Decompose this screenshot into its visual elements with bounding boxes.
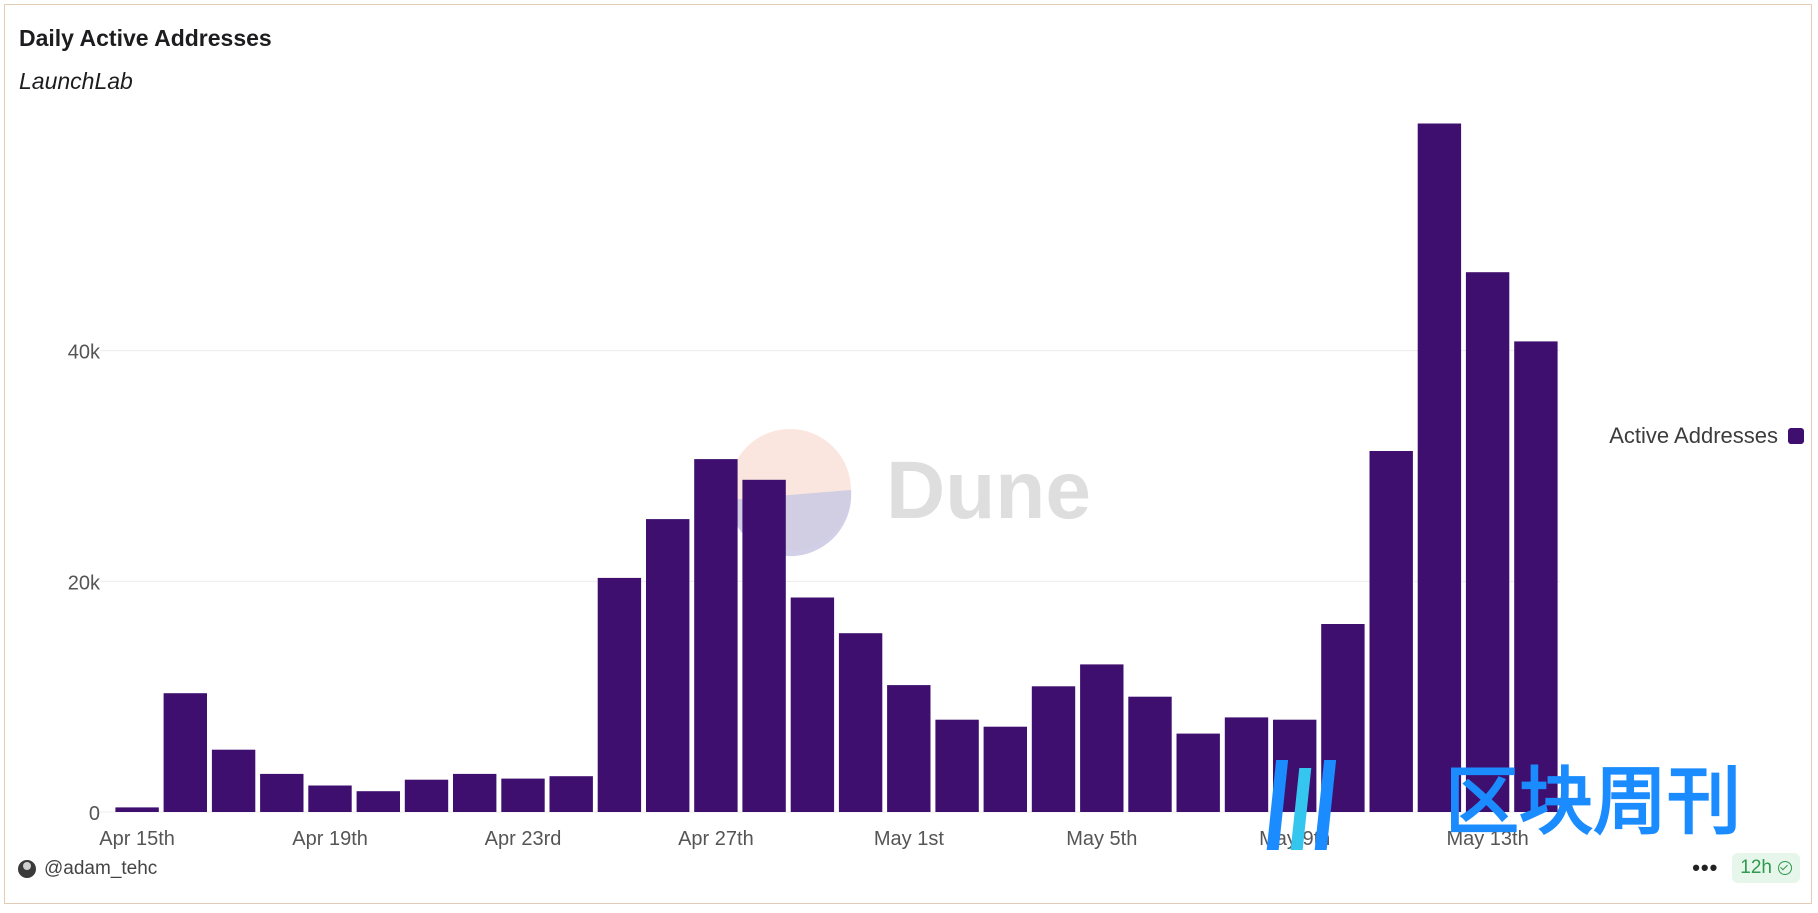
- cn-watermark: 区块周刊: [1266, 759, 1741, 850]
- bar[interactable]: [1465, 272, 1510, 812]
- y-tick-label: 40k: [68, 342, 101, 364]
- x-tick-label: Apr 15th: [99, 828, 175, 850]
- bar[interactable]: [501, 778, 545, 812]
- bar[interactable]: [308, 785, 352, 813]
- bar[interactable]: [1514, 341, 1558, 812]
- bar[interactable]: [1176, 733, 1220, 812]
- bar[interactable]: [356, 791, 400, 812]
- x-axis-ticks: Apr 15th Apr 19th Apr 23rd Apr 27th May 1st M…: [99, 828, 1528, 850]
- x-tick-label: Apr 19th: [292, 828, 368, 850]
- bar[interactable]: [1224, 717, 1269, 812]
- author-name: @adam_tehc: [44, 858, 158, 879]
- x-tick-label: May 5th: [1066, 828, 1137, 850]
- x-tick-label: Apr 23rd: [485, 828, 562, 850]
- avatar: [18, 860, 36, 878]
- bar[interactable]: [1369, 451, 1413, 812]
- bar[interactable]: [983, 726, 1027, 812]
- bar[interactable]: [838, 633, 883, 812]
- legend-label: Active Addresses: [1609, 423, 1778, 448]
- bar[interactable]: [1417, 123, 1462, 813]
- bar[interactable]: [1031, 686, 1076, 812]
- bar[interactable]: [1080, 664, 1124, 812]
- check-circle-icon: [1778, 861, 1792, 875]
- bar[interactable]: [935, 719, 979, 812]
- bar[interactable]: [115, 807, 159, 812]
- refresh-badge[interactable]: 12h: [1732, 853, 1800, 883]
- bar[interactable]: [163, 693, 207, 812]
- bar[interactable]: [742, 479, 786, 812]
- bar[interactable]: [887, 685, 931, 812]
- author-link[interactable]: @adam_tehc: [18, 858, 157, 880]
- bar[interactable]: [404, 779, 449, 812]
- bar[interactable]: [1128, 696, 1172, 812]
- y-axis-ticks: 0 20k 40k: [68, 342, 101, 825]
- x-tick-label: May 1st: [874, 828, 944, 850]
- bar[interactable]: [694, 459, 738, 812]
- refresh-interval: 12h: [1740, 857, 1772, 878]
- bar[interactable]: [646, 519, 690, 812]
- chart-subtitle: LaunchLab: [19, 68, 133, 94]
- legend-swatch: [1788, 428, 1804, 444]
- y-tick-label: 20k: [68, 572, 101, 594]
- bar[interactable]: [260, 773, 304, 812]
- bar[interactable]: [790, 597, 835, 813]
- bar[interactable]: [453, 773, 497, 812]
- bar[interactable]: [549, 776, 593, 812]
- cn-logo-icon-bar-3: [1314, 760, 1337, 850]
- x-tick-label: May 13th: [1446, 828, 1528, 850]
- cn-logo-icon-bar-1: [1266, 760, 1289, 850]
- x-tick-label: Apr 27th: [678, 828, 754, 850]
- chart-title: Daily Active Addresses: [19, 25, 272, 51]
- y-tick-label: 0: [89, 803, 100, 825]
- bar[interactable]: [597, 577, 642, 812]
- footer-actions: ••• 12h: [1692, 853, 1800, 883]
- bar[interactable]: [211, 749, 256, 812]
- bars: [115, 123, 1558, 813]
- cn-logo-icon-bar-2: [1290, 768, 1312, 850]
- dune-watermark-text: Dune: [886, 445, 1091, 536]
- legend[interactable]: Active Addresses: [1609, 423, 1804, 449]
- more-options-button[interactable]: •••: [1692, 855, 1719, 880]
- cn-watermark-text: 区块周刊: [1445, 759, 1741, 845]
